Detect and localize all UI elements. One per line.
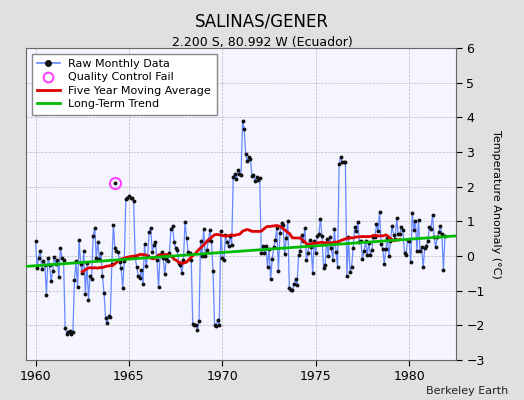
Y-axis label: Temperature Anomaly (°C): Temperature Anomaly (°C) <box>492 130 501 278</box>
Text: 2.200 S, 80.992 W (Ecuador): 2.200 S, 80.992 W (Ecuador) <box>172 36 352 49</box>
Text: SALINAS/GENER: SALINAS/GENER <box>195 12 329 30</box>
Text: Berkeley Earth: Berkeley Earth <box>426 386 508 396</box>
Legend: Raw Monthly Data, Quality Control Fail, Five Year Moving Average, Long-Term Tren: Raw Monthly Data, Quality Control Fail, … <box>32 54 217 115</box>
